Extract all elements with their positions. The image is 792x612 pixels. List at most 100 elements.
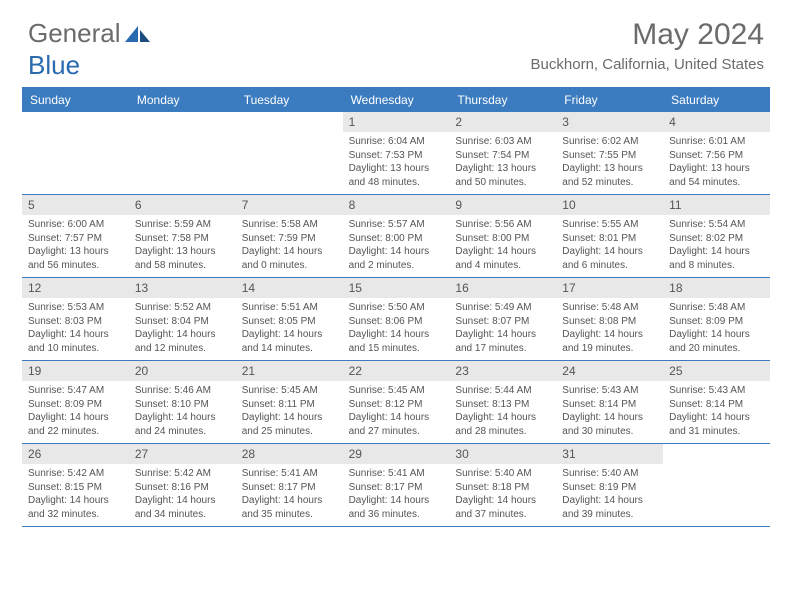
- day-header-cell: Tuesday: [236, 88, 343, 112]
- day-cell: 2Sunrise: 6:03 AMSunset: 7:54 PMDaylight…: [449, 112, 556, 194]
- day-number: 30: [449, 444, 556, 464]
- day-cell: 24Sunrise: 5:43 AMSunset: 8:14 PMDayligh…: [556, 361, 663, 443]
- day-number: 17: [556, 278, 663, 298]
- week-row: 12Sunrise: 5:53 AMSunset: 8:03 PMDayligh…: [22, 278, 770, 361]
- day-content: Sunrise: 5:48 AMSunset: 8:09 PMDaylight:…: [663, 298, 770, 359]
- logo-text-general: General: [28, 18, 121, 49]
- day-number: 25: [663, 361, 770, 381]
- day-content: Sunrise: 5:46 AMSunset: 8:10 PMDaylight:…: [129, 381, 236, 442]
- day-cell: 8Sunrise: 5:57 AMSunset: 8:00 PMDaylight…: [343, 195, 450, 277]
- day-cell: 28Sunrise: 5:41 AMSunset: 8:17 PMDayligh…: [236, 444, 343, 526]
- day-number: 31: [556, 444, 663, 464]
- day-cell: 19Sunrise: 5:47 AMSunset: 8:09 PMDayligh…: [22, 361, 129, 443]
- day-number: 1: [343, 112, 450, 132]
- day-header-cell: Friday: [556, 88, 663, 112]
- day-number: 13: [129, 278, 236, 298]
- day-cell: 3Sunrise: 6:02 AMSunset: 7:55 PMDaylight…: [556, 112, 663, 194]
- day-number: 11: [663, 195, 770, 215]
- day-number: 8: [343, 195, 450, 215]
- day-number: 6: [129, 195, 236, 215]
- day-cell: 21Sunrise: 5:45 AMSunset: 8:11 PMDayligh…: [236, 361, 343, 443]
- day-content: Sunrise: 5:43 AMSunset: 8:14 PMDaylight:…: [556, 381, 663, 442]
- day-header-cell: Sunday: [22, 88, 129, 112]
- day-content: Sunrise: 5:56 AMSunset: 8:00 PMDaylight:…: [449, 215, 556, 276]
- empty-day-cell: [129, 112, 236, 194]
- day-content: Sunrise: 5:47 AMSunset: 8:09 PMDaylight:…: [22, 381, 129, 442]
- day-number: 3: [556, 112, 663, 132]
- logo-sail-icon: [125, 24, 153, 44]
- day-number: 20: [129, 361, 236, 381]
- day-number: 7: [236, 195, 343, 215]
- day-content: Sunrise: 5:41 AMSunset: 8:17 PMDaylight:…: [236, 464, 343, 525]
- day-number: 14: [236, 278, 343, 298]
- day-content: Sunrise: 5:48 AMSunset: 8:08 PMDaylight:…: [556, 298, 663, 359]
- day-number: 28: [236, 444, 343, 464]
- day-cell: 31Sunrise: 5:40 AMSunset: 8:19 PMDayligh…: [556, 444, 663, 526]
- day-content: Sunrise: 5:42 AMSunset: 8:16 PMDaylight:…: [129, 464, 236, 525]
- day-cell: 12Sunrise: 5:53 AMSunset: 8:03 PMDayligh…: [22, 278, 129, 360]
- day-number: 4: [663, 112, 770, 132]
- day-number: 10: [556, 195, 663, 215]
- empty-day-cell: [236, 112, 343, 194]
- day-number: 5: [22, 195, 129, 215]
- day-cell: 13Sunrise: 5:52 AMSunset: 8:04 PMDayligh…: [129, 278, 236, 360]
- day-header-cell: Thursday: [449, 88, 556, 112]
- day-cell: 18Sunrise: 5:48 AMSunset: 8:09 PMDayligh…: [663, 278, 770, 360]
- empty-day-cell: [22, 112, 129, 194]
- day-content: Sunrise: 5:41 AMSunset: 8:17 PMDaylight:…: [343, 464, 450, 525]
- day-cell: 11Sunrise: 5:54 AMSunset: 8:02 PMDayligh…: [663, 195, 770, 277]
- title-block: May 2024 Buckhorn, California, United St…: [531, 18, 764, 73]
- empty-day-cell: [663, 444, 770, 526]
- day-number: 23: [449, 361, 556, 381]
- day-number: 9: [449, 195, 556, 215]
- day-content: Sunrise: 5:42 AMSunset: 8:15 PMDaylight:…: [22, 464, 129, 525]
- day-cell: 4Sunrise: 6:01 AMSunset: 7:56 PMDaylight…: [663, 112, 770, 194]
- day-number: 12: [22, 278, 129, 298]
- day-content: Sunrise: 5:45 AMSunset: 8:12 PMDaylight:…: [343, 381, 450, 442]
- day-cell: 1Sunrise: 6:04 AMSunset: 7:53 PMDaylight…: [343, 112, 450, 194]
- logo-text-blue: Blue: [28, 50, 80, 81]
- day-cell: 30Sunrise: 5:40 AMSunset: 8:18 PMDayligh…: [449, 444, 556, 526]
- day-content: Sunrise: 6:03 AMSunset: 7:54 PMDaylight:…: [449, 132, 556, 193]
- day-number: 21: [236, 361, 343, 381]
- day-cell: 10Sunrise: 5:55 AMSunset: 8:01 PMDayligh…: [556, 195, 663, 277]
- day-header-cell: Monday: [129, 88, 236, 112]
- day-content: Sunrise: 5:50 AMSunset: 8:06 PMDaylight:…: [343, 298, 450, 359]
- day-number: 2: [449, 112, 556, 132]
- day-number: 22: [343, 361, 450, 381]
- day-content: Sunrise: 6:04 AMSunset: 7:53 PMDaylight:…: [343, 132, 450, 193]
- week-row: 5Sunrise: 6:00 AMSunset: 7:57 PMDaylight…: [22, 195, 770, 278]
- day-cell: 9Sunrise: 5:56 AMSunset: 8:00 PMDaylight…: [449, 195, 556, 277]
- logo: General: [28, 18, 153, 49]
- day-cell: 15Sunrise: 5:50 AMSunset: 8:06 PMDayligh…: [343, 278, 450, 360]
- day-content: Sunrise: 5:53 AMSunset: 8:03 PMDaylight:…: [22, 298, 129, 359]
- day-content: Sunrise: 5:40 AMSunset: 8:19 PMDaylight:…: [556, 464, 663, 525]
- day-cell: 25Sunrise: 5:43 AMSunset: 8:14 PMDayligh…: [663, 361, 770, 443]
- day-number: 18: [663, 278, 770, 298]
- weeks-container: 1Sunrise: 6:04 AMSunset: 7:53 PMDaylight…: [22, 112, 770, 527]
- day-cell: 7Sunrise: 5:58 AMSunset: 7:59 PMDaylight…: [236, 195, 343, 277]
- day-header-cell: Saturday: [663, 88, 770, 112]
- day-header-cell: Wednesday: [343, 88, 450, 112]
- day-cell: 29Sunrise: 5:41 AMSunset: 8:17 PMDayligh…: [343, 444, 450, 526]
- day-cell: 27Sunrise: 5:42 AMSunset: 8:16 PMDayligh…: [129, 444, 236, 526]
- day-header-row: SundayMondayTuesdayWednesdayThursdayFrid…: [22, 88, 770, 112]
- day-content: Sunrise: 5:49 AMSunset: 8:07 PMDaylight:…: [449, 298, 556, 359]
- day-number: 15: [343, 278, 450, 298]
- day-cell: 5Sunrise: 6:00 AMSunset: 7:57 PMDaylight…: [22, 195, 129, 277]
- day-content: Sunrise: 5:45 AMSunset: 8:11 PMDaylight:…: [236, 381, 343, 442]
- day-content: Sunrise: 5:57 AMSunset: 8:00 PMDaylight:…: [343, 215, 450, 276]
- week-row: 26Sunrise: 5:42 AMSunset: 8:15 PMDayligh…: [22, 444, 770, 527]
- day-number: 26: [22, 444, 129, 464]
- day-content: Sunrise: 5:44 AMSunset: 8:13 PMDaylight:…: [449, 381, 556, 442]
- day-cell: 6Sunrise: 5:59 AMSunset: 7:58 PMDaylight…: [129, 195, 236, 277]
- day-number: 27: [129, 444, 236, 464]
- day-content: Sunrise: 5:52 AMSunset: 8:04 PMDaylight:…: [129, 298, 236, 359]
- day-content: Sunrise: 5:43 AMSunset: 8:14 PMDaylight:…: [663, 381, 770, 442]
- day-content: Sunrise: 6:01 AMSunset: 7:56 PMDaylight:…: [663, 132, 770, 193]
- day-content: Sunrise: 5:55 AMSunset: 8:01 PMDaylight:…: [556, 215, 663, 276]
- location-text: Buckhorn, California, United States: [531, 56, 764, 73]
- day-cell: 20Sunrise: 5:46 AMSunset: 8:10 PMDayligh…: [129, 361, 236, 443]
- day-cell: 16Sunrise: 5:49 AMSunset: 8:07 PMDayligh…: [449, 278, 556, 360]
- day-number: 24: [556, 361, 663, 381]
